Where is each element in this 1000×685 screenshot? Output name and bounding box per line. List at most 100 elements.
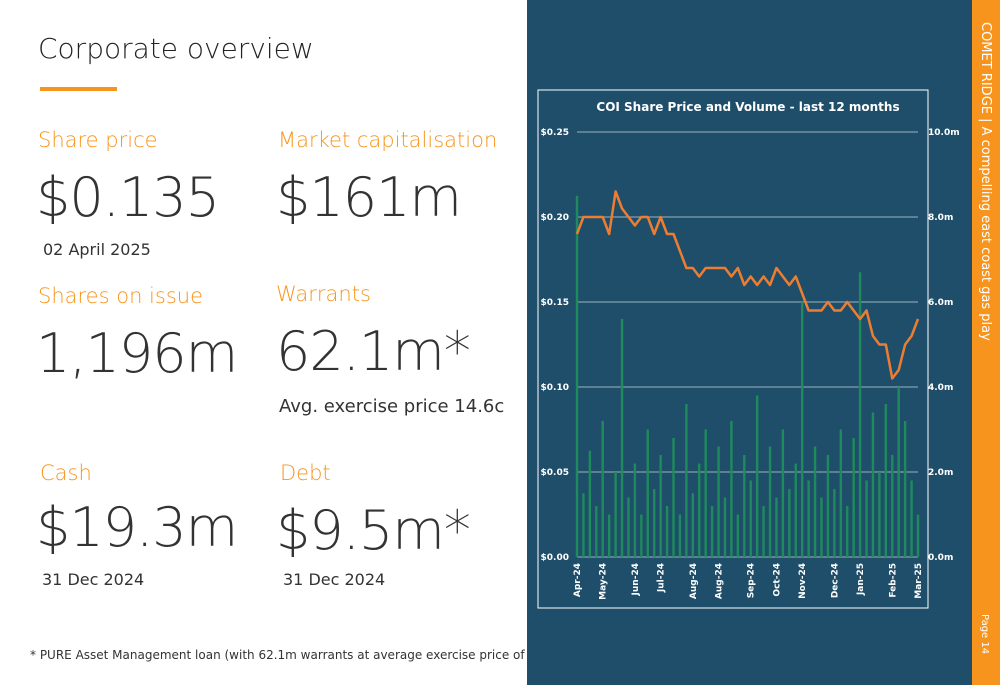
metric-value: $9.5m* bbox=[276, 499, 471, 562]
volume-bar bbox=[839, 429, 842, 557]
metric-note: 31 Dec 2024 bbox=[283, 570, 386, 589]
volume-bar bbox=[813, 446, 817, 557]
y2-tick-label: 4.0m bbox=[928, 383, 953, 393]
volume-bar bbox=[788, 489, 791, 557]
volume-bar bbox=[607, 514, 611, 557]
volume-bar bbox=[723, 497, 727, 557]
side-strip: COMET RIDGE | A compelling east coast ga… bbox=[972, 0, 1000, 685]
volume-bar bbox=[704, 429, 707, 557]
volume-bar bbox=[807, 480, 810, 557]
metric-value: 1,196m bbox=[36, 322, 238, 385]
volume-bar bbox=[582, 493, 585, 557]
volume-bar bbox=[691, 493, 695, 557]
brand: COMET RIDGE | A compelling east coast ga… bbox=[978, 22, 993, 341]
x-tick-label: Feb-25 bbox=[888, 563, 898, 598]
y-tick-label: $0.10 bbox=[541, 383, 569, 393]
metric-label: Warrants bbox=[276, 282, 371, 306]
volume-bar bbox=[884, 404, 888, 557]
volume-bar bbox=[878, 472, 881, 557]
volume-bar bbox=[601, 421, 604, 557]
volume-bar bbox=[659, 455, 662, 557]
metric-label: Market capitalisation bbox=[278, 128, 498, 152]
x-tick-label: Jan-25 bbox=[856, 563, 866, 596]
volume-bar bbox=[916, 514, 920, 557]
volume-bar bbox=[640, 514, 643, 557]
metric-label: Debt bbox=[280, 461, 331, 485]
metric-note: 02 April 2025 bbox=[43, 240, 151, 259]
x-tick-label: Aug-24 bbox=[689, 563, 699, 599]
x-tick-label: Mar-25 bbox=[914, 563, 924, 599]
metric-label: Shares on issue bbox=[38, 284, 203, 308]
x-tick-label: Sep-24 bbox=[747, 563, 757, 598]
x-tick-label: Dec-24 bbox=[830, 563, 840, 598]
chart-title: COI Share Price and Volume - last 12 mon… bbox=[596, 100, 899, 114]
x-tick-label: Oct-24 bbox=[772, 563, 782, 597]
volume-bar bbox=[614, 472, 617, 557]
volume-bar bbox=[826, 455, 830, 557]
volume-bar bbox=[743, 455, 746, 557]
metric-label: Cash bbox=[40, 461, 92, 485]
volume-bar bbox=[781, 429, 785, 557]
volume-bar bbox=[749, 480, 752, 557]
volume-bar bbox=[794, 463, 797, 557]
volume-bar bbox=[871, 412, 875, 557]
volume-bar bbox=[595, 506, 598, 557]
y2-tick-label: 2.0m bbox=[928, 468, 953, 478]
volume-bar bbox=[588, 450, 592, 557]
metric-note: Avg. exercise price 14.6c bbox=[279, 396, 505, 417]
volume-bar bbox=[653, 489, 656, 557]
y2-tick-label: 0.0m bbox=[928, 553, 953, 563]
y2-tick-label: 6.0m bbox=[928, 298, 953, 308]
metric-label: Share price bbox=[38, 128, 158, 152]
volume-bar bbox=[891, 455, 894, 557]
volume-bar bbox=[903, 421, 907, 557]
page-number: Page 14 bbox=[979, 614, 990, 655]
volume-bar bbox=[710, 506, 714, 557]
volume-bar bbox=[575, 195, 579, 557]
volume-bar bbox=[820, 497, 823, 557]
chart-frame bbox=[537, 89, 929, 609]
volume-bar bbox=[800, 302, 804, 557]
metric-value: $19.3m bbox=[36, 496, 238, 559]
y2-tick-label: 8.0m bbox=[928, 213, 953, 223]
volume-bar bbox=[672, 438, 675, 557]
metric-value: $161m bbox=[276, 166, 462, 229]
chart-panel bbox=[527, 0, 972, 685]
x-tick-label: Jun-24 bbox=[631, 563, 641, 596]
volume-bar bbox=[852, 438, 855, 557]
y-tick-label: $0.00 bbox=[541, 553, 569, 563]
volume-bar bbox=[897, 387, 900, 557]
x-tick-label: May-24 bbox=[599, 563, 609, 600]
y-tick-label: $0.05 bbox=[541, 468, 569, 478]
x-tick-label: Aug-24 bbox=[715, 563, 725, 599]
y2-tick-label: 10.0m bbox=[928, 128, 960, 138]
volume-bar bbox=[730, 421, 733, 557]
title-underline bbox=[40, 87, 117, 91]
x-tick-label: Apr-24 bbox=[573, 563, 583, 597]
volume-bar bbox=[717, 446, 720, 557]
volume-bar bbox=[678, 514, 682, 557]
volume-bar bbox=[698, 463, 701, 557]
metric-value: $0.135 bbox=[36, 166, 220, 229]
volume-bar bbox=[665, 506, 669, 557]
x-tick-label: Nov-24 bbox=[798, 563, 808, 599]
metric-note: 31 Dec 2024 bbox=[42, 570, 145, 589]
volume-bar bbox=[620, 319, 624, 557]
volume-bar bbox=[646, 429, 649, 557]
price-line bbox=[575, 190, 920, 380]
volume-bar bbox=[633, 463, 637, 557]
footnote: * PURE Asset Management loan (with 62.1m… bbox=[30, 648, 585, 662]
volume-bar bbox=[685, 404, 688, 557]
volume-bar bbox=[846, 506, 849, 557]
x-tick-label: Jul-24 bbox=[657, 563, 667, 593]
y-tick-label: $0.20 bbox=[541, 213, 569, 223]
metric-value: 62.1m* bbox=[276, 320, 471, 383]
volume-bar bbox=[775, 497, 778, 557]
y-tick-label: $0.15 bbox=[541, 298, 569, 308]
volume-bar bbox=[833, 489, 836, 557]
page-title: Corporate overview bbox=[38, 32, 314, 65]
volume-bar bbox=[762, 506, 765, 557]
volume-bar bbox=[910, 480, 913, 557]
